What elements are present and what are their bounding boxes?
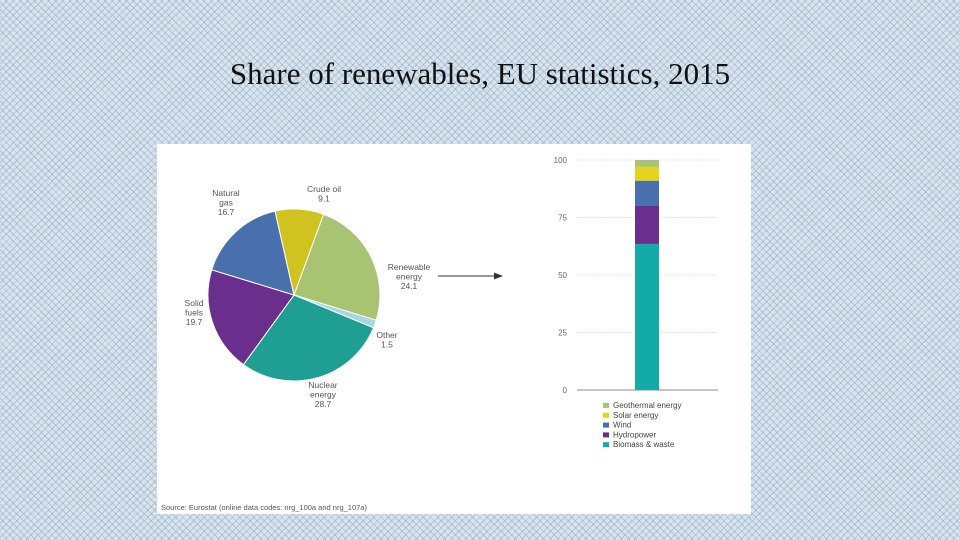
legend-swatch [603,403,609,408]
y-tick-label: 100 [554,156,568,165]
legend-label: Hydropower [613,430,656,439]
y-tick-label: 0 [563,386,568,395]
pie-label: Other 1.5 [376,330,397,350]
legend-label: Geothermal energy [613,401,681,410]
pie-label: Nuclear energy 28.7 [308,380,337,409]
legend-label: Solar energy [613,411,658,420]
bar-segment-hydropower [635,206,659,244]
callout-arrow [438,273,503,280]
legend-label: Biomass & waste [613,440,675,449]
y-tick-label: 25 [558,329,567,338]
legend-label: Wind [613,421,631,430]
legend-swatch [603,423,609,428]
bar-segment-solar-energy [635,167,659,181]
legend-swatch [603,442,609,447]
bar-segment-wind [635,181,659,206]
source-note: Source: Eurostat (online data codes: nrg… [161,503,367,512]
bar-segment-biomass-waste [635,244,659,390]
pie-label: Renewable energy 24.1 [388,262,431,291]
pie-label: Solid fuels 19.7 [185,298,204,327]
pie-label: Natural gas 16.7 [212,188,240,217]
slide-title: Share of renewables, EU statistics, 2015 [0,56,960,92]
y-tick-label: 75 [558,214,567,223]
pie-chart [208,209,380,381]
figure-panel: Renewable energy 24.1 Other 1.5 Nuclear energy… [157,144,751,514]
y-tick-label: 50 [558,271,567,280]
legend-swatch [603,432,609,437]
bar-segment-geothermal-energy [635,160,659,167]
stacked-bar-chart: 0 25 50 75 100 [554,156,718,395]
pie-label: Crude oil 9.1 [307,184,341,204]
legend-swatch [603,413,609,418]
chart-figure: Renewable energy 24.1 Other 1.5 Nuclear energy… [157,144,751,514]
